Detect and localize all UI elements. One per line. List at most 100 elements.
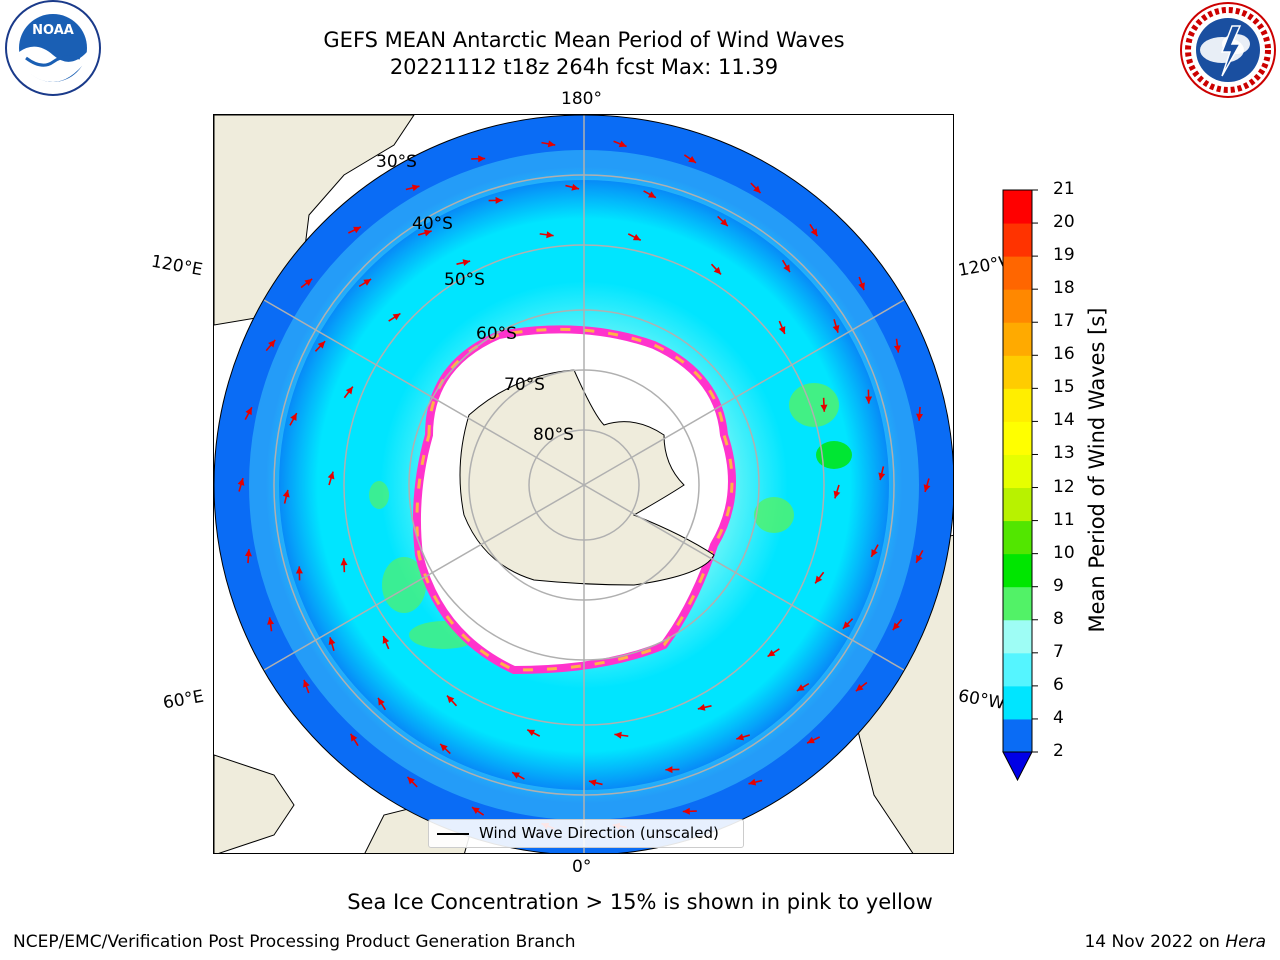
wave-arrow-head bbox=[423, 229, 432, 237]
colorbar-bin bbox=[1003, 256, 1032, 290]
colorbar-bin bbox=[1003, 685, 1032, 720]
wave-arrow-head bbox=[614, 731, 622, 739]
wave-arrow-head bbox=[832, 324, 840, 333]
map-legend: Wind Wave Direction (unscaled) bbox=[428, 819, 744, 848]
wave-arrow-head bbox=[462, 259, 471, 267]
colorbar-bin bbox=[1003, 355, 1032, 389]
wave-arrow-head bbox=[893, 345, 901, 353]
colorbar-tick-label: 4 bbox=[1053, 707, 1064, 728]
legend-line-icon bbox=[437, 833, 469, 835]
colorbar-tick-label: 8 bbox=[1053, 608, 1064, 629]
wave-arrow-head bbox=[855, 684, 864, 692]
colorbar-bin bbox=[1003, 553, 1032, 588]
wave-arrow-head bbox=[245, 407, 252, 416]
chart-title: GEFS MEAN Antarctic Mean Period of Wind … bbox=[323, 28, 845, 52]
long-period-patches bbox=[369, 383, 852, 649]
wave-arrow-head bbox=[807, 736, 815, 744]
wave-arrow-head bbox=[720, 218, 728, 227]
date-line: 14 Nov 2022 on Hera bbox=[1084, 932, 1266, 952]
antarctica bbox=[459, 369, 715, 586]
wave-arrow-head bbox=[378, 697, 385, 706]
wave-arrow-head bbox=[290, 413, 297, 421]
colorbar-tick-label: 16 bbox=[1053, 344, 1075, 365]
polar-map-svg bbox=[214, 115, 953, 853]
wave-arrow-head bbox=[858, 282, 865, 291]
colorbar-bin bbox=[1003, 289, 1032, 323]
wave-arrow-head bbox=[382, 636, 390, 644]
wave-arrow-head bbox=[295, 566, 303, 574]
colorbar-tick-label: 18 bbox=[1053, 278, 1075, 299]
lon-label-180: 180° bbox=[561, 89, 602, 109]
wave-arrow-head bbox=[688, 155, 696, 163]
wave-arrow-head bbox=[304, 278, 313, 286]
wave-arrow-head bbox=[833, 490, 841, 499]
colorbar-bin bbox=[1003, 718, 1032, 753]
wave-arrow-head bbox=[923, 484, 931, 492]
wave-arrow-head bbox=[748, 778, 757, 786]
wave-arrow-head bbox=[547, 140, 556, 148]
wave-arrow-head bbox=[327, 471, 335, 480]
colorbar-tick-label: 19 bbox=[1053, 245, 1075, 266]
wave-arrow-head bbox=[472, 807, 480, 815]
wave-arrow-head bbox=[353, 226, 361, 234]
wave-arrow-head bbox=[267, 617, 275, 625]
wave-arrow-head bbox=[407, 776, 415, 785]
wave-arrow-head bbox=[363, 279, 372, 286]
colorbar-bin bbox=[1003, 586, 1032, 621]
colorbar-bin bbox=[1003, 487, 1032, 522]
noaa-logo: NOAA bbox=[5, 0, 101, 96]
wave-arrow-head bbox=[736, 733, 745, 741]
run-date: 14 Nov 2022 on bbox=[1084, 932, 1220, 952]
colorbar-tick-label: 15 bbox=[1053, 377, 1075, 398]
wave-arrow-head bbox=[345, 386, 353, 395]
wave-arrow-head bbox=[713, 266, 722, 275]
nws-logo bbox=[1180, 2, 1276, 98]
wave-arrow-head bbox=[778, 326, 786, 334]
wave-arrow-head bbox=[340, 558, 348, 566]
colorbar-tick-label: 17 bbox=[1053, 311, 1075, 332]
wave-arrow-head bbox=[753, 185, 761, 194]
colorbar-bin bbox=[1003, 322, 1032, 356]
wave-arrow-head bbox=[618, 140, 627, 148]
lon-label-120e: 120°E bbox=[149, 251, 205, 281]
wave-arrow-head bbox=[446, 695, 455, 704]
chart-subtitle: 20221112 t18z 264h fcst Max: 11.39 bbox=[389, 55, 779, 79]
legend-text: Wind Wave Direction (unscaled) bbox=[479, 824, 719, 842]
wave-arrow-head bbox=[632, 233, 641, 241]
graticule bbox=[214, 115, 953, 853]
wave-arrow-head bbox=[878, 472, 886, 481]
wave-arrow-head bbox=[648, 191, 656, 198]
colorbar-tick-label: 13 bbox=[1053, 443, 1075, 464]
wave-arrow-head bbox=[392, 313, 401, 321]
colorbar-bin bbox=[1003, 190, 1032, 224]
lat-label-70s: 70°S bbox=[504, 375, 545, 395]
wave-arrow-head bbox=[546, 231, 554, 239]
wave-arrow-head bbox=[665, 766, 673, 774]
wave-arrow-head bbox=[237, 478, 245, 486]
wave-arrow-head bbox=[440, 743, 448, 752]
lat-label-80s: 80°S bbox=[533, 425, 574, 445]
colorbar-tick-label: 21 bbox=[1053, 179, 1075, 199]
wave-arrow-head bbox=[697, 703, 706, 711]
wave-arrow-head bbox=[783, 264, 790, 273]
colorbar-bin bbox=[1003, 421, 1032, 455]
wave-arrow-head bbox=[796, 684, 805, 691]
colorbar-bin bbox=[1003, 388, 1032, 422]
noaa-logo-text: NOAA bbox=[32, 23, 74, 38]
credit-line: NCEP/EMC/Verification Post Processing Pr… bbox=[13, 932, 576, 952]
colorbar-tick-label: 11 bbox=[1053, 509, 1075, 530]
wave-arrow-head bbox=[810, 228, 818, 237]
lat-label-30s: 30°S bbox=[376, 152, 417, 172]
wave-arrow-head bbox=[865, 396, 873, 404]
colorbar bbox=[1002, 189, 1038, 782]
colorbar-bin bbox=[1003, 223, 1032, 257]
colorbar-label: Mean Period of Wind Waves [s] bbox=[1085, 307, 1109, 633]
wave-arrow-head bbox=[571, 183, 580, 191]
wave-arrow-head bbox=[478, 155, 486, 163]
colorbar-tick-label: 10 bbox=[1053, 542, 1075, 563]
wave-arrow-head bbox=[892, 622, 900, 631]
wave-arrow-head bbox=[244, 549, 252, 557]
wave-arrow-head bbox=[916, 413, 924, 421]
colorbar-tick-label: 12 bbox=[1053, 476, 1075, 497]
colorbar-tick-label: 20 bbox=[1053, 212, 1075, 233]
